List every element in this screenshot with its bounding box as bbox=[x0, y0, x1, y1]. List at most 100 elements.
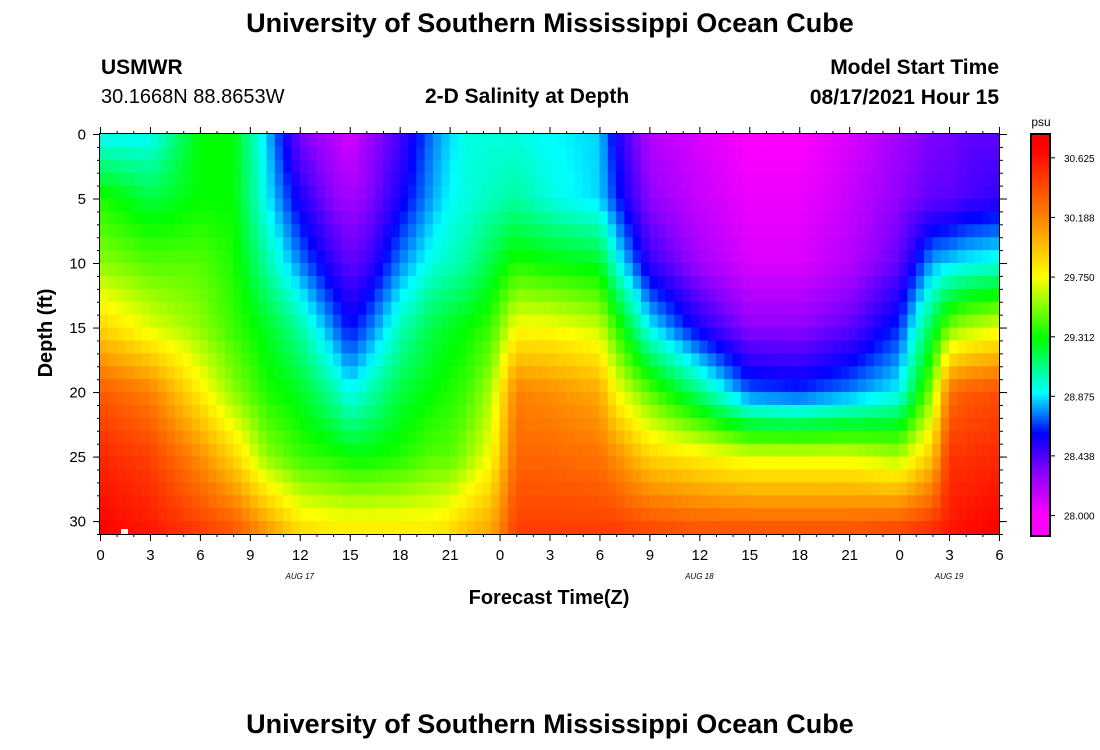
heatmap-cell bbox=[924, 134, 933, 148]
heatmap-cell bbox=[283, 430, 293, 445]
heatmap-cell bbox=[407, 198, 417, 213]
heatmap-cell bbox=[308, 482, 318, 496]
heatmap-cell bbox=[907, 172, 917, 187]
heatmap-cell bbox=[374, 288, 384, 303]
heatmap-cell bbox=[765, 301, 775, 316]
heatmap-cell bbox=[457, 185, 467, 200]
heatmap-cell bbox=[566, 211, 576, 225]
heatmap-cell bbox=[191, 392, 201, 406]
heatmap-cell bbox=[216, 327, 226, 342]
heatmap-cell bbox=[691, 521, 700, 535]
heatmap-cell bbox=[749, 456, 759, 471]
heatmap-cell bbox=[674, 237, 684, 251]
heatmap-cell bbox=[449, 430, 459, 445]
heatmap-cell bbox=[541, 314, 551, 329]
heatmap-cell bbox=[432, 366, 442, 380]
x-tick-label: 12 bbox=[292, 547, 309, 564]
heatmap-cell bbox=[799, 237, 809, 251]
heatmap-cell bbox=[549, 404, 559, 419]
heatmap-cell bbox=[291, 263, 301, 277]
heatmap-cell bbox=[383, 366, 392, 380]
heatmap-cell bbox=[499, 521, 509, 535]
heatmap-cell bbox=[974, 417, 983, 432]
heatmap-cell bbox=[957, 417, 967, 432]
heatmap-cell bbox=[707, 211, 717, 225]
heatmap-cell bbox=[199, 366, 209, 380]
heatmap-cell bbox=[990, 456, 1000, 471]
heatmap-cell bbox=[890, 224, 900, 238]
heatmap-cell bbox=[100, 443, 109, 458]
heatmap-cell bbox=[899, 404, 909, 419]
heatmap-cell bbox=[607, 443, 617, 458]
heatmap-cell bbox=[499, 250, 509, 264]
heatmap-cell bbox=[324, 134, 334, 148]
heatmap-cell bbox=[474, 430, 484, 445]
heatmap-cell bbox=[233, 392, 243, 406]
heatmap-cell bbox=[865, 288, 875, 303]
heatmap-cell bbox=[283, 495, 293, 509]
heatmap-cell bbox=[682, 159, 692, 174]
heatmap-cell bbox=[108, 134, 118, 148]
heatmap-cell bbox=[399, 404, 409, 419]
heatmap-cell bbox=[457, 275, 467, 290]
heatmap-cell bbox=[199, 159, 209, 174]
heatmap-cell bbox=[116, 327, 126, 342]
heatmap-cell bbox=[516, 224, 526, 238]
heatmap-cell bbox=[349, 275, 359, 290]
heatmap-cell bbox=[616, 159, 626, 174]
heatmap-cell bbox=[383, 443, 392, 458]
heatmap-cell bbox=[349, 288, 359, 303]
heatmap-cell bbox=[824, 469, 834, 483]
heatmap-cell bbox=[241, 146, 251, 161]
heatmap-cell bbox=[874, 456, 884, 471]
heatmap-cell bbox=[124, 340, 134, 354]
heatmap-cell bbox=[233, 521, 243, 535]
heatmap-cell bbox=[740, 430, 750, 445]
heatmap-cell bbox=[732, 134, 742, 148]
heatmap-cell bbox=[441, 288, 451, 303]
heatmap-cell bbox=[349, 250, 359, 264]
heatmap-cell bbox=[874, 430, 884, 445]
heatmap-cell bbox=[724, 521, 734, 535]
heatmap-cell bbox=[349, 417, 359, 432]
heatmap-cell bbox=[699, 456, 709, 471]
heatmap-cell bbox=[474, 379, 484, 393]
heatmap-cell bbox=[715, 404, 725, 419]
heatmap-cell bbox=[740, 250, 750, 264]
heatmap-cell bbox=[541, 379, 551, 393]
heatmap-cell bbox=[241, 263, 251, 277]
heatmap-cell bbox=[807, 340, 817, 354]
heatmap-cell bbox=[624, 301, 634, 316]
heatmap-cell bbox=[124, 495, 134, 509]
heatmap-cell bbox=[366, 456, 376, 471]
heatmap-cell bbox=[674, 263, 684, 277]
heatmap-cell bbox=[857, 263, 867, 277]
heatmap-cell bbox=[491, 404, 501, 419]
heatmap-cell bbox=[341, 263, 351, 277]
heatmap-cell bbox=[882, 263, 892, 277]
heatmap-cell bbox=[133, 379, 143, 393]
heatmap-cell bbox=[383, 495, 392, 509]
heatmap-cell bbox=[857, 159, 867, 174]
heatmap-cell bbox=[457, 404, 467, 419]
heatmap-cell bbox=[674, 327, 684, 342]
heatmap-cell bbox=[333, 211, 342, 225]
heatmap-cell bbox=[965, 275, 975, 290]
heatmap-cell bbox=[632, 508, 642, 522]
heatmap-cell bbox=[358, 301, 367, 316]
heatmap-cell bbox=[865, 327, 875, 342]
heatmap-cell bbox=[832, 198, 842, 213]
heatmap-cell bbox=[582, 443, 592, 458]
heatmap-cell bbox=[907, 146, 917, 161]
heatmap-cell bbox=[374, 366, 384, 380]
heatmap-cell bbox=[957, 353, 967, 367]
heatmap-cell bbox=[399, 327, 409, 342]
heatmap-cell bbox=[632, 263, 642, 277]
heatmap-cell bbox=[233, 508, 243, 522]
heatmap-cell bbox=[457, 366, 467, 380]
heatmap-cell bbox=[757, 237, 767, 251]
heatmap-cell bbox=[774, 340, 784, 354]
heatmap-cell bbox=[641, 495, 650, 509]
heatmap-cell bbox=[765, 495, 775, 509]
heatmap-cell bbox=[124, 275, 134, 290]
